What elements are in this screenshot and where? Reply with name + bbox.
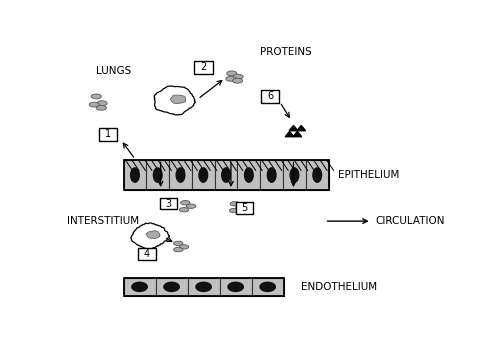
Ellipse shape [96, 105, 106, 110]
Bar [220, 278, 251, 296]
Ellipse shape [313, 168, 322, 182]
Ellipse shape [222, 168, 230, 182]
Bar [146, 160, 169, 190]
Bar [306, 160, 329, 190]
Ellipse shape [244, 168, 253, 182]
FancyBboxPatch shape [261, 90, 279, 103]
Text: ENDOTHELIUM: ENDOTHELIUM [301, 282, 377, 292]
Bar [156, 278, 187, 296]
Text: 6: 6 [267, 92, 273, 101]
Ellipse shape [164, 282, 179, 291]
Ellipse shape [91, 94, 101, 99]
Ellipse shape [260, 282, 275, 291]
Ellipse shape [228, 282, 243, 291]
Ellipse shape [267, 168, 276, 182]
Ellipse shape [196, 282, 211, 291]
Ellipse shape [290, 168, 299, 182]
Polygon shape [297, 125, 305, 131]
Polygon shape [289, 125, 298, 131]
Text: 5: 5 [241, 202, 248, 213]
Ellipse shape [97, 101, 107, 106]
Bar [123, 278, 284, 296]
Ellipse shape [186, 204, 196, 208]
Bar [283, 160, 306, 190]
Ellipse shape [227, 71, 237, 76]
FancyBboxPatch shape [194, 61, 213, 74]
Ellipse shape [180, 201, 190, 205]
Text: 3: 3 [165, 199, 171, 208]
Bar [237, 160, 260, 190]
Text: PROTEINS: PROTEINS [260, 47, 312, 57]
Bar [192, 160, 215, 190]
FancyBboxPatch shape [139, 248, 156, 260]
Polygon shape [293, 131, 302, 137]
Ellipse shape [179, 245, 189, 249]
Ellipse shape [232, 78, 243, 83]
Bar [215, 160, 237, 190]
Text: EPITHELIUM: EPITHELIUM [338, 170, 400, 180]
Bar [123, 278, 156, 296]
Ellipse shape [153, 168, 162, 182]
Polygon shape [285, 131, 294, 137]
FancyBboxPatch shape [99, 128, 117, 141]
Ellipse shape [226, 76, 236, 81]
Text: 2: 2 [201, 62, 207, 72]
Ellipse shape [199, 168, 208, 182]
Bar [187, 278, 220, 296]
Ellipse shape [173, 247, 183, 252]
Ellipse shape [236, 205, 245, 209]
Ellipse shape [229, 208, 239, 213]
Text: CIRCULATION: CIRCULATION [375, 216, 445, 226]
Bar [123, 160, 146, 190]
Polygon shape [170, 95, 186, 103]
Ellipse shape [132, 282, 147, 291]
Ellipse shape [230, 202, 239, 206]
Text: INTERSTITIUM: INTERSTITIUM [67, 216, 139, 226]
Ellipse shape [179, 208, 189, 212]
Text: LUNGS: LUNGS [96, 66, 132, 76]
Text: 1: 1 [105, 130, 111, 139]
Bar [251, 278, 284, 296]
Ellipse shape [131, 168, 139, 182]
FancyBboxPatch shape [160, 197, 177, 209]
Ellipse shape [176, 168, 185, 182]
Ellipse shape [89, 102, 99, 107]
Bar [123, 160, 329, 190]
Ellipse shape [233, 74, 243, 79]
Bar [169, 160, 192, 190]
FancyBboxPatch shape [236, 202, 253, 214]
Text: 4: 4 [144, 249, 150, 259]
Polygon shape [154, 86, 196, 115]
Polygon shape [146, 231, 160, 238]
Polygon shape [131, 223, 169, 250]
Bar [260, 160, 283, 190]
Ellipse shape [173, 241, 183, 246]
